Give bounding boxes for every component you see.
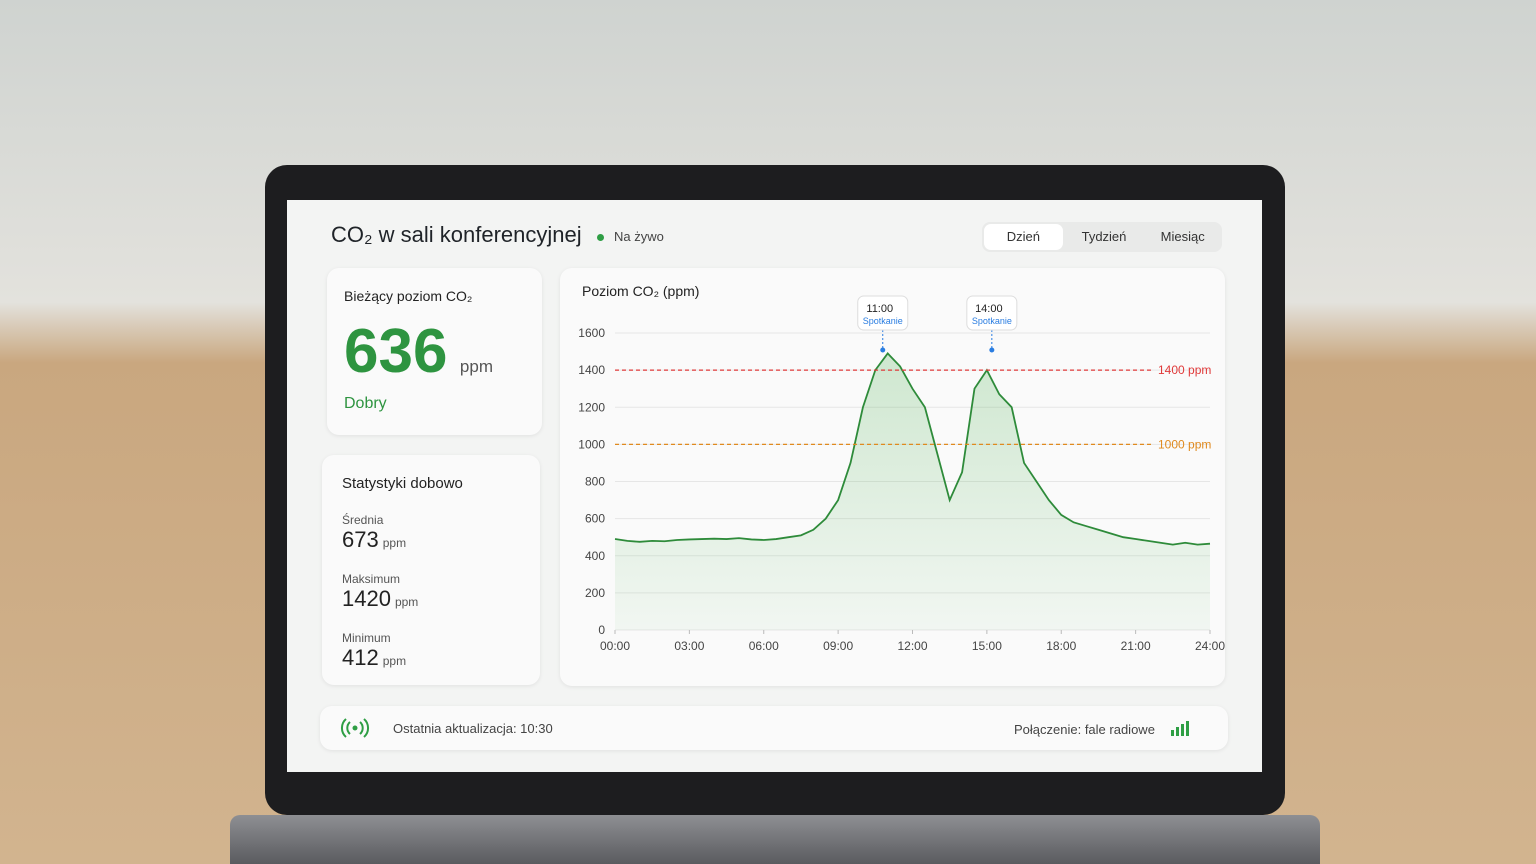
range-tabs: Dzień Tydzień Miesiąc	[982, 222, 1222, 252]
x-tick-label: 12:00	[897, 639, 927, 653]
laptop-keyboard	[230, 815, 1320, 864]
chart-card: Poziom CO₂ (ppm) 0 200 400 600 800 1000 1200 14…	[560, 268, 1225, 686]
connection: Połączenie: fale radiowe	[1014, 722, 1155, 737]
y-tick-label: 0	[598, 623, 605, 637]
current-reading: 636 ppm	[344, 316, 493, 387]
live-status: Na żywo	[597, 229, 664, 244]
tab[interactable]: Dzień	[984, 224, 1063, 250]
current-label: Bieżący poziom CO₂	[344, 288, 473, 304]
tab[interactable]: Miesiąc	[1160, 229, 1205, 244]
footer-bar: Ostatnia aktualizacja: 10:30 Połączenie:…	[320, 706, 1228, 750]
y-tick-label: 400	[585, 549, 605, 563]
y-tick-label: 600	[585, 512, 605, 526]
stat-unit: ppm	[394, 595, 419, 609]
last-update: Ostatnia aktualizacja: 10:30	[393, 721, 553, 736]
x-tick-label: 21:00	[1121, 639, 1151, 653]
x-tick-label: 18:00	[1046, 639, 1076, 653]
stat-value: 412	[342, 645, 379, 670]
y-tick-label: 1200	[578, 400, 605, 414]
annotation-box	[966, 295, 1018, 331]
x-tick-label: 00:00	[600, 639, 630, 653]
current-card: Bieżący poziom CO₂ 636 ppm Dobry	[327, 268, 542, 435]
x-tick-label: 03:00	[674, 639, 704, 653]
area	[615, 353, 1210, 630]
x-tick-label: 15:00	[972, 639, 1002, 653]
screen: CO₂ w sali konferencyjnej Na żywo Dzień …	[287, 200, 1262, 772]
stat-row: 412 ppm	[342, 645, 406, 671]
y-tick-label: 200	[585, 586, 605, 600]
stat-unit: ppm	[382, 536, 407, 550]
annotation-dot	[989, 347, 995, 353]
chart: Poziom CO₂ (ppm) 0 200 400 600 800 1000 1200 14…	[578, 283, 1225, 653]
line	[614, 352, 1211, 546]
stat-unit: ppm	[382, 654, 407, 668]
stats-title: Statystyki dobowo	[342, 475, 463, 492]
y-tick-label: 1400	[578, 363, 605, 377]
annotation-text: Spotkanie	[863, 316, 903, 326]
stat-row: 1420 ppm	[342, 586, 418, 612]
threshold-label: 1000 ppm	[1158, 437, 1211, 451]
current-value: 636	[344, 317, 448, 386]
annotation-time: 11:00	[866, 303, 893, 315]
x-tick-label: 09:00	[823, 639, 853, 653]
stat-value: 673	[342, 527, 379, 552]
annotation-dot	[880, 347, 886, 353]
radio-icon	[340, 718, 370, 738]
threshold-label: 1400 ppm	[1158, 363, 1211, 377]
x-tick-label: 06:00	[749, 639, 779, 653]
annotation-box	[857, 295, 909, 331]
annotation-text: Spotkanie	[972, 316, 1012, 326]
stat-label: Minimum	[342, 631, 391, 645]
tab[interactable]: Tydzień	[1081, 229, 1127, 244]
page-title: CO₂ w sali konferencyjnej	[331, 222, 582, 247]
signal-icon	[1171, 721, 1189, 736]
y-tick-label: 1000	[578, 437, 605, 451]
y-tick-label: 800	[585, 475, 605, 489]
x-tick-label: 24:00	[1195, 639, 1225, 653]
current-unit: ppm	[459, 357, 493, 376]
stat-label: Średnia	[342, 513, 384, 527]
annotation-time: 14:00	[975, 303, 1003, 315]
y-tick-label: 1600	[578, 326, 605, 340]
current-status: Dobry	[344, 395, 387, 412]
stat-row: 673 ppm	[342, 527, 406, 553]
chart-title: Poziom CO₂ (ppm)	[582, 283, 699, 299]
stats-card: Statystyki dobowo Średnia 673 ppm Maksimum 1…	[322, 455, 540, 685]
stat-label: Maksimum	[342, 572, 401, 586]
stat-value: 1420	[342, 586, 391, 611]
